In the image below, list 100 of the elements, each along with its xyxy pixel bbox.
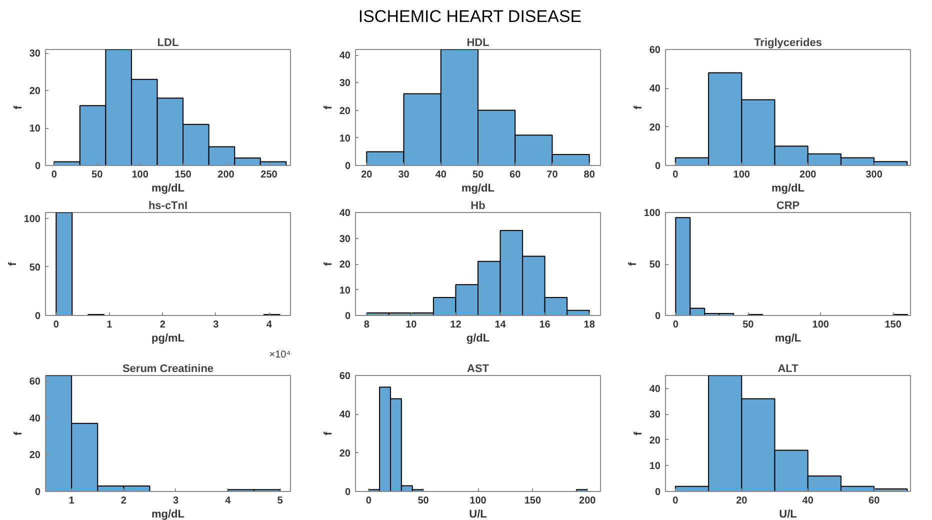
x-tick-label: 100 bbox=[812, 320, 830, 330]
y-tick-label: 40 bbox=[339, 50, 351, 62]
y-axis-title: f bbox=[12, 105, 24, 110]
chart-title: ALT bbox=[778, 363, 799, 375]
x-tick-label: 1 bbox=[68, 496, 75, 506]
x-tick-label: 0 bbox=[53, 320, 60, 330]
y-tick-label: 10 bbox=[339, 133, 351, 144]
y-axis-title: f bbox=[6, 262, 19, 266]
x-tick-label: 0 bbox=[672, 496, 679, 506]
x-tick-label: 100 bbox=[733, 170, 750, 180]
y-tick-label: 0 bbox=[654, 311, 661, 322]
y-tick-label: 30 bbox=[339, 78, 351, 90]
x-axis-title: mg/dL bbox=[152, 508, 185, 520]
y-tick-label: 30 bbox=[29, 48, 41, 60]
x-tick-label: 0 bbox=[672, 320, 679, 330]
x-tick-label: 200 bbox=[579, 496, 596, 506]
chart-title: AST bbox=[467, 363, 490, 375]
x-tick-label: 1 bbox=[106, 320, 113, 330]
x-axis-title: U/L bbox=[469, 508, 488, 520]
y-tick-label: 0 bbox=[654, 487, 661, 498]
x-tick-label: 80 bbox=[584, 170, 596, 180]
y-axis-title: f bbox=[626, 262, 639, 266]
x-tick-label: 20 bbox=[361, 170, 373, 180]
y-tick-label: 0 bbox=[34, 311, 41, 322]
y-tick-label: 20 bbox=[29, 86, 41, 98]
x-tick-label: 3 bbox=[173, 496, 180, 506]
x-tick-label: 3 bbox=[213, 320, 220, 330]
y-tick-label: 0 bbox=[654, 161, 661, 172]
y-tick-label: 60 bbox=[339, 371, 351, 382]
x-tick-label: 250 bbox=[260, 170, 278, 180]
y-tick-label: 40 bbox=[339, 208, 351, 219]
y-tick-label: 0 bbox=[34, 487, 41, 498]
x-tick-label: 2 bbox=[160, 320, 166, 330]
y-tick-label: 0 bbox=[344, 311, 351, 322]
x-tick-label: 5 bbox=[277, 496, 284, 506]
x-tick-label: 50 bbox=[472, 170, 484, 180]
x-tick-label: 4 bbox=[266, 320, 272, 330]
x-tick-label: 30 bbox=[398, 170, 410, 180]
y-tick-label: 60 bbox=[649, 45, 661, 56]
y-tick-label: 0 bbox=[344, 161, 351, 172]
y-axis-title: f bbox=[322, 105, 334, 110]
y-axis-title: f bbox=[12, 431, 24, 436]
x-tick-label: 50 bbox=[742, 320, 754, 330]
chart-title: LDL bbox=[157, 37, 179, 49]
y-tick-label: 100 bbox=[24, 214, 41, 225]
x-axis-title: mg/dL bbox=[772, 182, 805, 194]
x-axis-title: U/L bbox=[779, 508, 798, 520]
chart-title: CRP bbox=[776, 200, 800, 212]
y-tick-label: 10 bbox=[339, 285, 351, 296]
y-axis-title: f bbox=[632, 431, 644, 436]
x-tick-label: 4 bbox=[225, 496, 232, 506]
x-tick-label: 12 bbox=[450, 320, 462, 330]
x-tick-label: 100 bbox=[132, 170, 149, 180]
x-tick-label: 0 bbox=[51, 170, 58, 180]
y-tick-label: 100 bbox=[644, 208, 661, 219]
y-tick-label: 0 bbox=[344, 487, 351, 498]
x-tick-label: 70 bbox=[546, 170, 558, 180]
x-tick-label: 60 bbox=[868, 496, 880, 506]
y-tick-label: 60 bbox=[29, 376, 41, 388]
x-axis-title: pg/mL bbox=[152, 332, 185, 344]
x-axis-title: mg/dL bbox=[462, 182, 495, 194]
y-axis-title: f bbox=[632, 105, 644, 110]
x-tick-label: 50 bbox=[92, 170, 104, 180]
y-tick-label: 20 bbox=[339, 448, 351, 460]
chart-title: Triglycerides bbox=[754, 37, 822, 49]
x-tick-label: 16 bbox=[539, 320, 551, 330]
y-tick-label: 10 bbox=[29, 124, 41, 135]
y-tick-label: 30 bbox=[339, 234, 351, 245]
x-tick-label: 150 bbox=[524, 496, 542, 506]
x-tick-label: 10 bbox=[406, 320, 418, 330]
chart-title: Serum Creatinine bbox=[122, 363, 214, 375]
x-tick-label: 8 bbox=[364, 320, 370, 330]
x-tick-label: 150 bbox=[884, 320, 902, 330]
y-tick-label: 0 bbox=[34, 161, 41, 172]
y-tick-label: 40 bbox=[649, 384, 661, 395]
x-tick-label: 150 bbox=[174, 170, 192, 180]
y-tick-label: 40 bbox=[29, 413, 41, 424]
x-tick-label: 0 bbox=[672, 170, 679, 180]
x-tick-label: 0 bbox=[366, 496, 372, 506]
text: ISCHEMIC HEART DISEASE bbox=[358, 6, 582, 28]
y-tick-label: 50 bbox=[649, 260, 661, 270]
y-tick-label: 30 bbox=[649, 410, 661, 421]
x-tick-label: 18 bbox=[584, 320, 596, 330]
x-tick-label: 60 bbox=[510, 170, 522, 180]
text: ×10⁴ bbox=[269, 350, 291, 360]
y-tick-label: 20 bbox=[29, 450, 41, 462]
x-tick-label: 200 bbox=[800, 170, 817, 180]
x-tick-label: 14 bbox=[494, 320, 506, 330]
x-tick-label: 40 bbox=[802, 496, 814, 506]
y-tick-label: 20 bbox=[339, 260, 351, 270]
x-axis-title: mg/L bbox=[774, 332, 802, 344]
y-axis-title: f bbox=[322, 431, 334, 436]
y-tick-label: 40 bbox=[339, 410, 351, 421]
y-tick-label: 10 bbox=[649, 461, 661, 472]
x-axis-title: g/dL bbox=[466, 332, 490, 344]
x-tick-label: 20 bbox=[736, 496, 748, 506]
x-tick-label: 40 bbox=[435, 170, 447, 180]
y-tick-label: 40 bbox=[649, 84, 661, 95]
y-axis-title: f bbox=[322, 262, 334, 266]
chart-title: HDL bbox=[466, 37, 490, 49]
